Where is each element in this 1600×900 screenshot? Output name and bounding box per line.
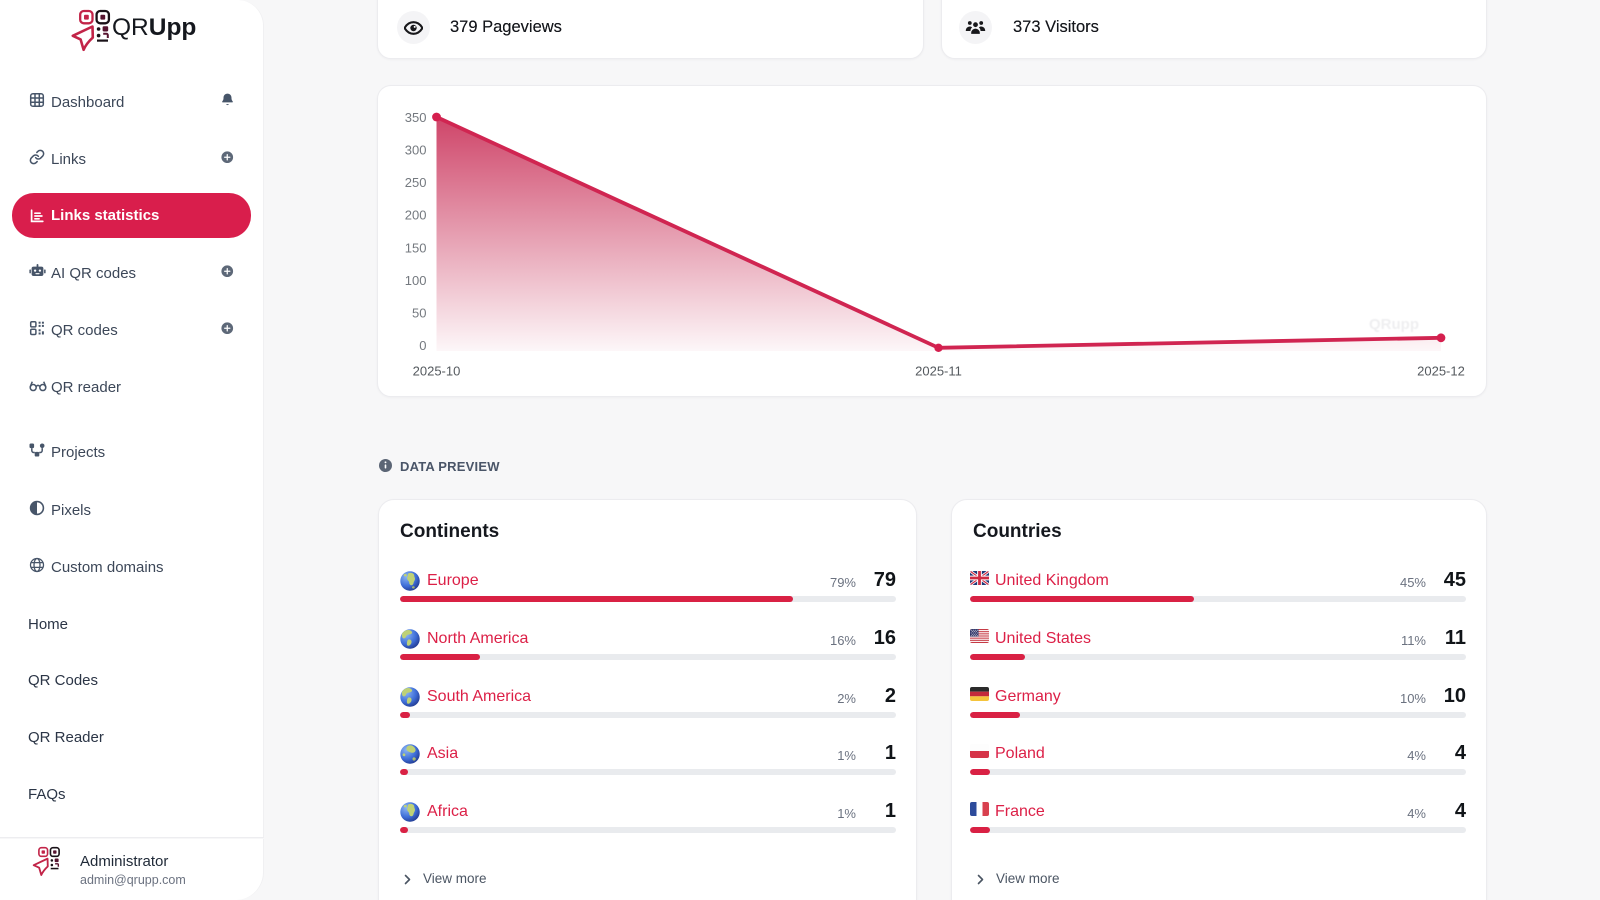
svg-text:2025-12: 2025-12 bbox=[1417, 364, 1465, 379]
svg-text:50: 50 bbox=[412, 305, 426, 320]
svg-text:2025-11: 2025-11 bbox=[915, 364, 962, 379]
svg-text:200: 200 bbox=[405, 208, 427, 223]
svg-text:0: 0 bbox=[419, 338, 426, 353]
svg-text:2025-10: 2025-10 bbox=[413, 364, 461, 379]
svg-text:250: 250 bbox=[405, 175, 427, 190]
svg-text:QRupp: QRupp bbox=[1369, 316, 1419, 333]
svg-text:150: 150 bbox=[405, 240, 427, 255]
svg-text:100: 100 bbox=[405, 273, 427, 288]
svg-text:300: 300 bbox=[405, 143, 427, 158]
svg-text:350: 350 bbox=[405, 110, 427, 125]
